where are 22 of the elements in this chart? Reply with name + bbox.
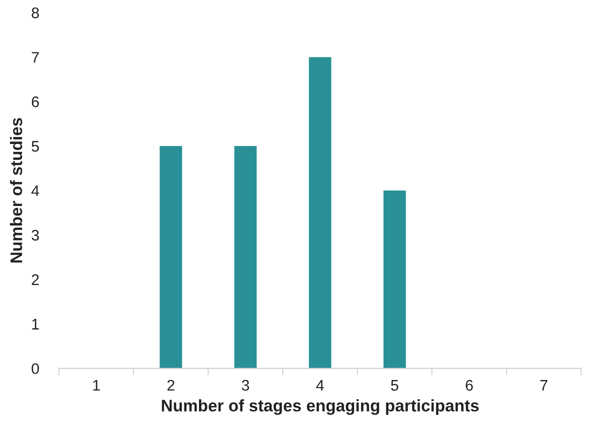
- y-tick-label: 7: [32, 52, 39, 63]
- y-tick-label: 2: [32, 274, 39, 285]
- y-tick-label: 3: [32, 230, 39, 241]
- x-tick-label: 7: [540, 380, 548, 391]
- x-tick-label: 4: [316, 380, 324, 391]
- bar: [308, 57, 332, 368]
- x-tick-label: 1: [93, 380, 100, 391]
- y-tick-label: 5: [32, 141, 39, 152]
- y-tick-label: 4: [31, 186, 40, 196]
- y-tick-label: 6: [32, 96, 39, 108]
- y-axis-title: Number of studies: [10, 118, 22, 263]
- bar: [160, 146, 182, 368]
- x-tick-label: 2: [167, 380, 174, 391]
- x-axis-title: Number of stages engaging participants: [162, 399, 479, 415]
- bar: [383, 190, 406, 368]
- x-tick-label: 6: [466, 380, 473, 391]
- bar: [234, 146, 257, 368]
- y-tick-label: 1: [32, 318, 39, 330]
- x-tick-label: 3: [242, 380, 250, 391]
- x-tick-label: 5: [391, 380, 398, 391]
- y-tick-label: 0: [32, 363, 39, 374]
- y-tick-label: 8: [32, 8, 39, 18]
